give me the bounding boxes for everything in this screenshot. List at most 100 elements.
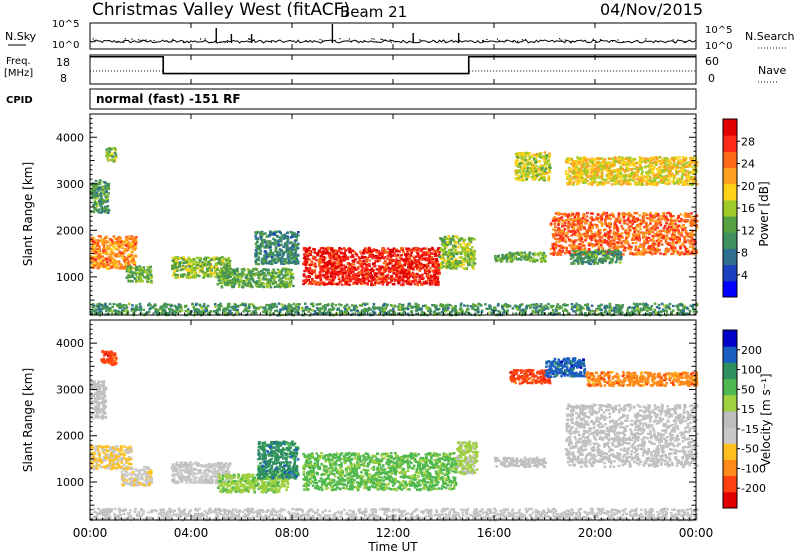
scatter-cell — [439, 247, 443, 250]
scatter-cell — [131, 246, 135, 250]
nsearch-point — [517, 40, 519, 42]
scatter-cell — [561, 213, 565, 216]
scatter-cell — [222, 280, 226, 283]
scatter-cell — [210, 257, 214, 260]
scatter-cell — [678, 240, 681, 243]
scatter-cell — [325, 282, 329, 286]
scatter-cell — [578, 242, 582, 246]
scatter-cell — [303, 249, 306, 252]
scatter-cell — [230, 279, 234, 282]
scatter-cell — [353, 274, 357, 277]
scatter-cell — [391, 264, 394, 268]
nave-line — [90, 70, 696, 74]
scatter-cell — [218, 257, 222, 260]
scatter-cell — [531, 258, 535, 261]
scatter-cell — [130, 253, 133, 257]
scatter-cell — [280, 270, 283, 274]
scatter-cell — [522, 175, 525, 178]
scatter-cell — [114, 153, 118, 157]
scatter-cell — [267, 268, 270, 272]
scatter-cell — [172, 259, 175, 262]
scatter-cell — [636, 233, 639, 236]
scatter-cell — [286, 247, 290, 250]
scatter-cell — [220, 267, 223, 270]
scatter-cell — [520, 255, 523, 258]
scatter-cell — [350, 263, 354, 266]
scatter-cell — [595, 231, 598, 234]
scatter-cell — [579, 227, 582, 230]
scatter-cell — [514, 164, 518, 167]
scatter-cell — [371, 278, 375, 281]
scatter-cell — [132, 239, 136, 242]
scatter-cell — [112, 160, 116, 163]
scatter-cell — [282, 245, 285, 249]
scatter-cell — [280, 250, 283, 253]
scatter-cell — [418, 254, 421, 258]
scatter-cell — [105, 190, 108, 193]
scatter-cell — [322, 274, 325, 277]
scatter-cell — [409, 253, 412, 256]
scatter-cell — [96, 257, 100, 260]
scatter-cell — [657, 244, 660, 247]
scatter-cell — [555, 244, 558, 247]
scatter-cell — [470, 252, 473, 255]
scatter-cell — [661, 212, 665, 215]
scatter-cell — [315, 281, 319, 284]
scatter-cell — [616, 229, 620, 232]
scatter-cell — [260, 284, 263, 287]
scatter-cell — [287, 277, 290, 280]
scatter-cell — [90, 246, 94, 249]
scatter-cell — [284, 280, 287, 284]
scatter-cell — [526, 154, 529, 157]
scatter-cell — [283, 233, 287, 236]
scatter-cell — [100, 195, 103, 198]
scatter-cell — [133, 241, 137, 245]
scatter-cell — [655, 219, 659, 222]
scatter-cell — [564, 214, 567, 217]
scatter-cell — [274, 249, 278, 253]
scatter-cell — [305, 267, 309, 270]
scatter-cell — [139, 272, 143, 275]
scatter-cell — [319, 269, 322, 273]
scatter-cell — [557, 227, 560, 230]
scatter-cell — [628, 220, 632, 223]
scatter-cell — [394, 262, 397, 266]
scatter-cell — [340, 283, 344, 286]
scatter-cell — [196, 263, 200, 267]
scatter-cell — [322, 283, 326, 286]
scatter-cell — [332, 249, 335, 253]
scatter-cell — [313, 251, 317, 254]
scatter-cell — [171, 256, 175, 260]
scatter-cell — [416, 260, 419, 264]
scatter-cell — [614, 217, 618, 221]
scatter-cell — [540, 259, 544, 262]
scatter-cell — [102, 249, 106, 252]
scatter-cell — [597, 239, 600, 242]
scatter-cell — [449, 255, 453, 258]
nsearch-point — [305, 40, 307, 42]
scatter-cell — [604, 220, 607, 223]
scatter-cell — [133, 248, 137, 252]
scatter-cell — [119, 266, 123, 269]
scatter-cell — [294, 247, 297, 250]
scatter-cell — [95, 197, 99, 200]
nsearch-point — [139, 40, 141, 42]
scatter-cell — [289, 251, 293, 255]
scatter-cell — [536, 253, 539, 256]
scatter-cell — [274, 243, 277, 246]
scatter-cell — [279, 283, 282, 287]
scatter-cell — [221, 256, 224, 259]
nsearch-tick-high: 10^5 — [705, 25, 732, 36]
scatter-cell — [198, 274, 201, 278]
scatter-cell — [150, 280, 153, 283]
scatter-cell — [609, 244, 612, 247]
scatter-cell — [232, 280, 235, 284]
scatter-cell — [313, 262, 317, 265]
scatter-cell — [252, 280, 255, 283]
scatter-cell — [324, 252, 328, 255]
scatter-cell — [396, 263, 400, 266]
scatter-cell — [348, 265, 352, 269]
scatter-cell — [293, 232, 296, 235]
scatter-cell — [425, 282, 428, 285]
scatter-cell — [181, 275, 185, 278]
